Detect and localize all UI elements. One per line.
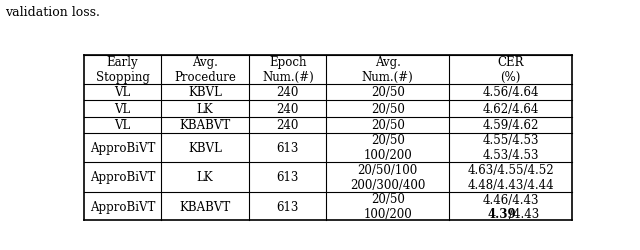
- Text: 613: 613: [276, 171, 299, 183]
- Text: 4.59/4.62: 4.59/4.62: [483, 119, 539, 132]
- Text: KBVL: KBVL: [188, 142, 222, 154]
- Text: 4.55/4.53
4.53/4.53: 4.55/4.53 4.53/4.53: [483, 134, 539, 162]
- Text: VL: VL: [115, 86, 131, 99]
- Text: 613: 613: [276, 142, 299, 154]
- Text: LK: LK: [197, 102, 214, 116]
- Text: 20/50
100/200: 20/50 100/200: [364, 192, 412, 220]
- Text: 4.46/4.43: 4.46/4.43: [483, 193, 539, 206]
- Text: 240: 240: [276, 86, 299, 99]
- Text: 613: 613: [276, 200, 299, 213]
- Text: /4.43: /4.43: [509, 207, 540, 220]
- Text: ApproBiVT: ApproBiVT: [90, 171, 155, 183]
- Text: 240: 240: [276, 102, 299, 116]
- Text: Avg.
Num.(#): Avg. Num.(#): [362, 56, 413, 84]
- Text: 4.63/4.55/4.52
4.48/4.43/4.44: 4.63/4.55/4.52 4.48/4.43/4.44: [467, 163, 554, 191]
- Text: KBABVT: KBABVT: [180, 119, 231, 132]
- Text: LK: LK: [197, 171, 214, 183]
- Text: 4.39: 4.39: [488, 207, 516, 220]
- Text: ApproBiVT: ApproBiVT: [90, 142, 155, 154]
- Text: Epoch
Num.(#): Epoch Num.(#): [262, 56, 314, 84]
- Text: 20/50: 20/50: [371, 102, 404, 116]
- Text: KBVL: KBVL: [188, 86, 222, 99]
- Text: 4.62/4.64: 4.62/4.64: [483, 102, 539, 116]
- Text: CER
(%): CER (%): [497, 56, 524, 84]
- Text: 4.56/4.64: 4.56/4.64: [483, 86, 539, 99]
- Text: 240: 240: [276, 119, 299, 132]
- Text: KBABVT: KBABVT: [180, 200, 231, 213]
- Text: Avg.
Procedure: Avg. Procedure: [174, 56, 236, 84]
- Text: ApproBiVT: ApproBiVT: [90, 200, 155, 213]
- Text: VL: VL: [115, 119, 131, 132]
- Text: 20/50: 20/50: [371, 86, 404, 99]
- Text: 20/50/100
200/300/400: 20/50/100 200/300/400: [350, 163, 426, 191]
- Text: Early
Stopping: Early Stopping: [95, 56, 149, 84]
- Text: 20/50
100/200: 20/50 100/200: [364, 134, 412, 162]
- Text: VL: VL: [115, 102, 131, 116]
- Text: validation loss.: validation loss.: [5, 6, 100, 19]
- Text: 20/50: 20/50: [371, 119, 404, 132]
